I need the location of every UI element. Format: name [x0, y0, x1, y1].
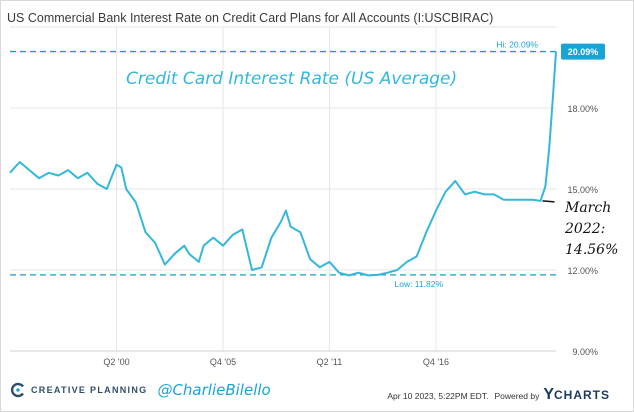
brand-name: CREATIVE PLANNING — [31, 385, 148, 395]
reference-lines — [10, 50, 556, 276]
y-tick-label: 12.00% — [567, 266, 598, 276]
footer-source: Apr 10 2023, 5:22PM EDT. Powered by Y CH… — [387, 386, 610, 404]
chart-subtitle: Credit Card Interest Rate (US Average) — [126, 69, 457, 89]
ycharts-logo-text: CHARTS — [554, 388, 610, 402]
timestamp: Apr 10 2023, 5:22PM EDT. — [387, 391, 489, 401]
chart-title: US Commercial Bank Interest Rate on Cred… — [7, 11, 494, 25]
footer-branding: CREATIVE PLANNING @CharlieBilello — [10, 381, 271, 399]
label-layer: 9.00% 12.00% 15.00% 18.00% Q2 '00 Q4 '05 Q2 '1… — [103, 40, 618, 367]
annotation-pointer — [542, 200, 555, 203]
creative-planning-logo-icon — [11, 382, 24, 398]
high-label: Hi: 20.09% — [496, 40, 538, 50]
y-tick-label: 9.00% — [572, 347, 598, 357]
powered-by-label: Powered by — [494, 391, 540, 401]
author-handle: @CharlieBilello — [157, 381, 271, 399]
x-tick-label: Q2 '00 — [103, 357, 129, 367]
y-tick-label: 18.00% — [567, 104, 598, 114]
x-tick-label: Q4 '16 — [423, 357, 449, 367]
series-layer — [9, 51, 557, 277]
last-value-badge — [561, 43, 605, 60]
grid-layer — [10, 26, 556, 352]
annotation-text-line: March — [564, 200, 611, 216]
y-tick-label: 15.00% — [567, 185, 598, 195]
x-tick-label: Q4 '05 — [210, 357, 236, 367]
x-tick-label: Q2 '11 — [317, 357, 343, 367]
low-label: Low: 11.82% — [394, 279, 443, 289]
rate-series-line — [9, 51, 557, 277]
annotation-text-line: 2022: — [564, 221, 605, 237]
annotation-text-line: 14.56% — [565, 242, 618, 258]
ycharts-logo-mark: Y — [543, 386, 554, 403]
last-value-label: 20.09% — [568, 47, 599, 57]
